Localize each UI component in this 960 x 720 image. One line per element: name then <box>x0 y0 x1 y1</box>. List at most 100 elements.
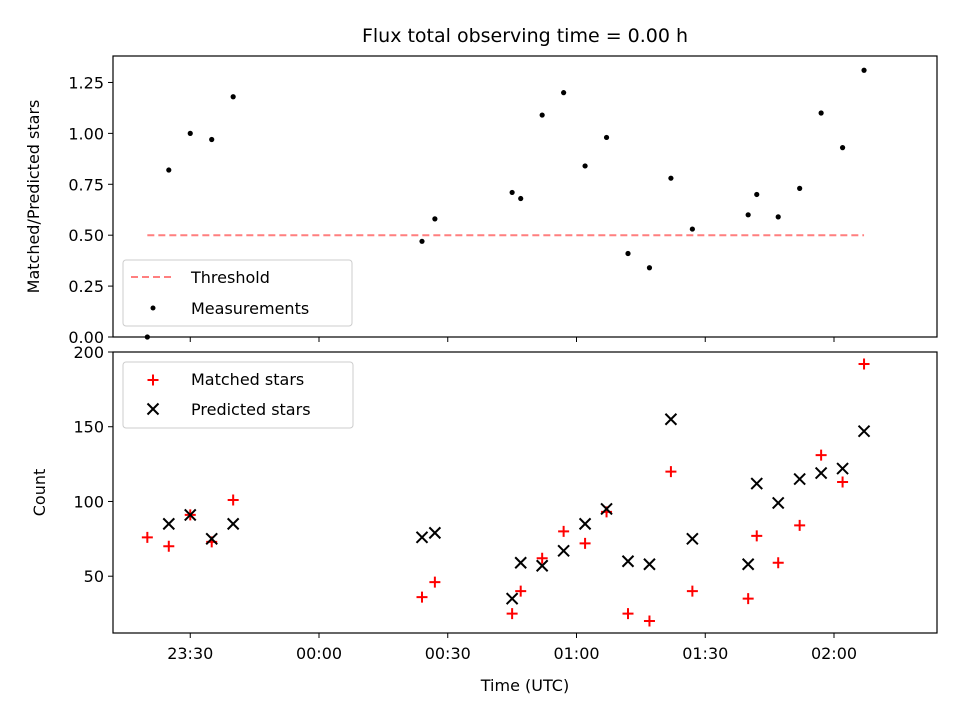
predicted-star-point <box>836 462 849 475</box>
bottom-panel-x-axis-label: Time (UTC) <box>480 676 569 695</box>
predicted-star-point <box>857 425 871 438</box>
measurement-point <box>561 90 567 96</box>
legend-predicted-label: Predicted stars <box>191 400 311 419</box>
predicted-star-point <box>621 555 635 568</box>
matched-star-point <box>515 585 527 597</box>
predicted-star-point <box>578 517 592 531</box>
predicted-star-point <box>750 477 763 490</box>
top-panel-legend: Threshold Measurements <box>122 259 353 327</box>
bottom-x-tick-label: 00:00 <box>296 644 342 663</box>
legend-matched-swatch <box>147 374 159 386</box>
bottom-panel-points-layer <box>141 358 871 627</box>
matched-star-point <box>558 525 570 537</box>
matched-star-point <box>163 540 175 552</box>
bottom-x-tick-label: 01:00 <box>553 644 599 663</box>
predicted-star-point <box>162 517 175 531</box>
top-y-tick-label: 0.25 <box>68 277 104 296</box>
bottom-panel-frame <box>112 351 938 634</box>
measurement-point <box>839 145 846 151</box>
matched-star-point <box>643 615 655 627</box>
matched-star-point <box>772 557 784 569</box>
predicted-star-point <box>557 544 570 558</box>
top-panel-y-ticks: 0.00 0.25 0.50 0.75 1.00 1.25 <box>68 73 113 347</box>
top-panel-plot: 0.00 0.25 0.50 0.75 1.00 1.25 <box>68 55 938 347</box>
measurement-point <box>509 189 515 196</box>
top-panel-title: Flux total observing time = 0.00 h <box>362 25 688 47</box>
matched-star-point <box>751 530 763 542</box>
measurement-point <box>518 195 524 202</box>
matched-star-point <box>686 585 698 597</box>
matched-star-point <box>794 519 806 531</box>
top-panel-x-ticks <box>189 337 835 342</box>
legend-measurements-swatch <box>150 305 156 311</box>
legend-predicted-swatch <box>146 402 160 416</box>
measurement-point <box>187 130 193 136</box>
bottom-panel-y-ticks: 50 100 150 200 <box>73 343 113 586</box>
predicted-star-point <box>686 532 699 546</box>
bottom-y-tick-label: 50 <box>84 567 104 586</box>
measurement-point <box>775 214 781 220</box>
predicted-star-point <box>664 413 678 426</box>
matched-star-point <box>665 466 677 478</box>
matched-star-point <box>227 494 239 506</box>
matched-star-point <box>815 449 827 461</box>
measurement-point <box>582 163 588 169</box>
legend-predicted-marker <box>146 402 160 416</box>
predicted-star-point <box>226 517 240 531</box>
top-y-tick-label: 1.25 <box>68 73 104 92</box>
matched-star-point <box>579 537 591 549</box>
bottom-x-tick-label: 01:30 <box>682 644 728 663</box>
bottom-panel-plot: 23:30 00:00 00:30 01:00 01:30 02:00 50 100 150 2… <box>73 343 938 663</box>
legend-threshold-label: Threshold <box>190 268 270 287</box>
measurement-point <box>861 67 867 73</box>
measurement-point <box>419 238 425 244</box>
predicted-star-point <box>415 531 429 544</box>
matched-star-point <box>416 591 428 603</box>
top-panel-y-axis-label: Matched/Predicted stars <box>24 100 43 294</box>
measurement-point <box>689 226 695 232</box>
bottom-legend-box <box>122 361 354 429</box>
predicted-star-point <box>600 502 613 516</box>
matched-star-point <box>858 358 870 370</box>
top-y-tick-label: 0.50 <box>68 226 104 245</box>
matched-star-point <box>429 576 441 588</box>
matched-star-point <box>506 608 518 620</box>
bottom-panel-x-ticks: 23:30 00:00 00:30 01:00 01:30 02:00 <box>167 633 857 663</box>
bottom-y-tick-label: 100 <box>73 492 104 511</box>
predicted-star-point <box>514 556 527 569</box>
predicted-star-point <box>814 466 828 480</box>
top-panel-frame <box>112 55 938 338</box>
bottom-panel-legend: Matched stars Predicted stars <box>122 361 354 429</box>
measurement-point <box>230 94 236 100</box>
matched-star-point <box>141 531 153 543</box>
measurement-point <box>432 216 438 222</box>
predicted-star-point <box>184 508 197 522</box>
measurement-point <box>625 250 631 257</box>
bottom-panel-y-axis-label: Count <box>30 469 49 517</box>
top-y-tick-label: 0.75 <box>68 175 104 194</box>
bottom-x-tick-label: 23:30 <box>167 644 213 663</box>
legend-matched-marker <box>147 374 159 386</box>
matched-star-point <box>536 552 548 564</box>
top-y-tick-label: 1.00 <box>68 124 104 143</box>
matched-star-point <box>622 608 634 620</box>
bottom-x-tick-label: 00:30 <box>425 644 471 663</box>
measurement-point <box>539 112 545 118</box>
matched-star-point <box>837 476 849 488</box>
measurement-point <box>166 167 172 173</box>
measurement-point <box>818 110 824 116</box>
predicted-star-point <box>741 558 755 571</box>
top-legend-box <box>122 259 353 327</box>
measurement-point <box>646 265 653 271</box>
predicted-star-point <box>643 558 656 571</box>
predicted-star-point <box>505 592 519 605</box>
predicted-star-point <box>772 496 785 510</box>
predicted-star-point <box>428 526 442 540</box>
measurement-point <box>668 175 674 181</box>
bottom-y-tick-label: 150 <box>73 418 104 437</box>
measurement-point <box>209 136 215 143</box>
bottom-x-tick-label: 02:00 <box>811 644 857 663</box>
matched-star-point <box>742 593 754 605</box>
measurement-point <box>797 185 803 191</box>
